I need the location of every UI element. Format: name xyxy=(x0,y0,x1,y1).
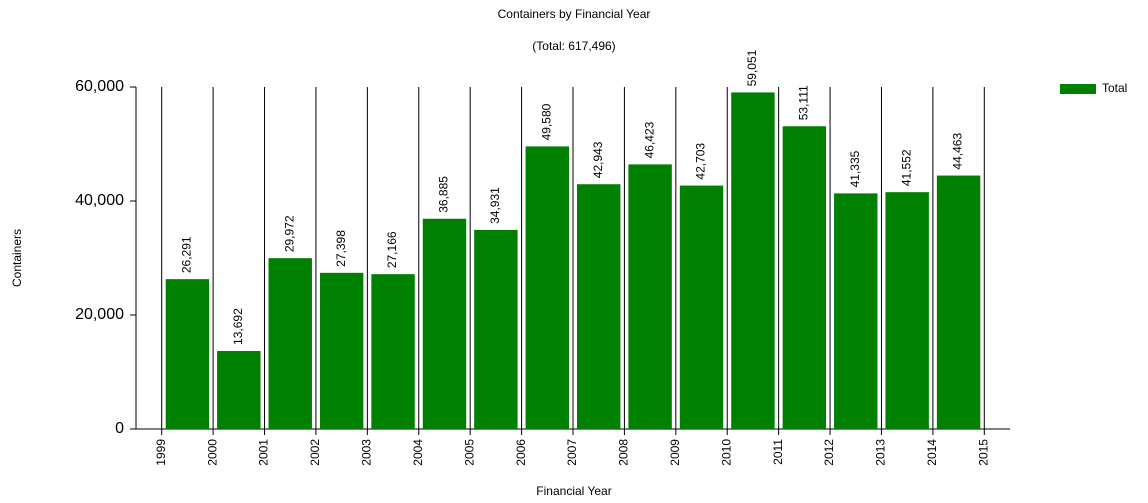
bar xyxy=(885,192,929,429)
bar xyxy=(371,274,415,429)
data-label: 42,703 xyxy=(694,143,708,180)
y-tick-label: 40,000 xyxy=(75,192,124,209)
bar xyxy=(268,258,312,429)
bar xyxy=(319,272,364,429)
chart-subtitle: (Total: 617,496) xyxy=(532,39,615,53)
legend-swatch xyxy=(1060,84,1096,94)
x-tick-label: 2011 xyxy=(771,439,785,465)
x-tick-label: 2006 xyxy=(514,439,528,466)
chart-title: Containers by Financial Year xyxy=(498,7,651,21)
data-label: 41,335 xyxy=(848,150,862,187)
y-tick-label: 60,000 xyxy=(75,78,124,95)
x-tick-label: 2004 xyxy=(411,439,425,466)
data-label: 26,291 xyxy=(180,236,194,273)
data-label: 44,463 xyxy=(951,133,965,170)
bar xyxy=(731,92,775,429)
x-tick-label: 2010 xyxy=(719,439,733,466)
x-tick-label: 2000 xyxy=(205,439,219,466)
data-label: 46,423 xyxy=(642,121,656,158)
bar xyxy=(217,350,261,429)
x-tick-label: 2002 xyxy=(308,439,322,466)
y-axis-label: Containers xyxy=(10,229,24,287)
data-label: 42,943 xyxy=(591,141,605,178)
legend-label: Total xyxy=(1102,81,1127,95)
x-tick-label: 2001 xyxy=(257,439,271,466)
x-tick-label: 2009 xyxy=(668,439,682,466)
bar xyxy=(525,146,569,430)
data-label: 49,580 xyxy=(539,103,553,140)
x-tick-label: 2005 xyxy=(462,439,476,466)
x-tick-label: 2003 xyxy=(360,439,374,466)
x-tick-label: 2014 xyxy=(925,439,939,466)
y-tick-label: 20,000 xyxy=(75,306,124,323)
bar xyxy=(782,126,827,429)
data-label: 41,552 xyxy=(899,149,913,186)
bar xyxy=(422,218,467,429)
data-label: 29,972 xyxy=(282,215,296,252)
x-tick-label: 2007 xyxy=(565,439,579,466)
y-tick-label: 0 xyxy=(115,420,124,437)
data-label: 59,051 xyxy=(745,49,759,86)
data-label: 27,398 xyxy=(334,230,348,267)
bar xyxy=(834,193,878,429)
data-label: 13,692 xyxy=(231,308,245,345)
bar xyxy=(165,279,210,429)
x-axis-label: Financial Year xyxy=(536,484,611,498)
data-label: 36,885 xyxy=(437,176,451,213)
data-label: 53,111 xyxy=(797,85,811,120)
bar xyxy=(936,175,981,429)
x-tick-label: 2008 xyxy=(617,439,631,466)
x-tick-label: 2015 xyxy=(976,439,990,466)
x-tick-label: 2013 xyxy=(874,439,888,466)
bar xyxy=(628,164,672,429)
x-tick-label: 1999 xyxy=(154,439,168,466)
x-tick-label: 2012 xyxy=(822,439,836,466)
data-label: 34,931 xyxy=(488,187,502,224)
bar xyxy=(474,229,518,429)
bar xyxy=(679,185,724,429)
bar xyxy=(577,184,621,429)
data-label: 27,166 xyxy=(385,231,399,268)
